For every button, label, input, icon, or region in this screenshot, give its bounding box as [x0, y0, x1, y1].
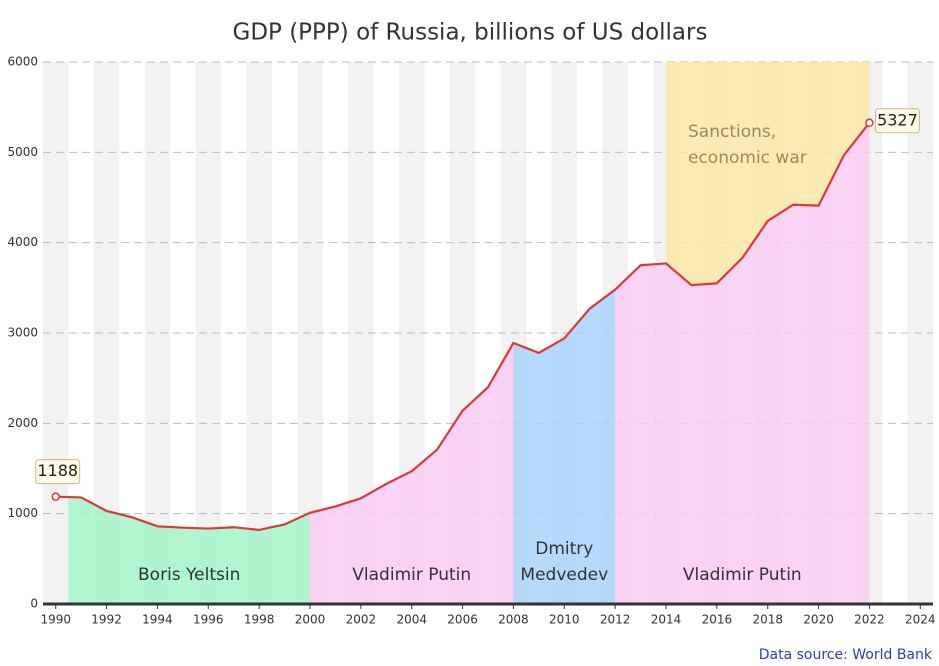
period-area: [68, 497, 310, 604]
x-tick-label: 1994: [142, 613, 173, 627]
period-label: Sanctions,: [688, 122, 776, 142]
x-tick-label: 1998: [244, 613, 275, 627]
gdp-line: [55, 122, 871, 532]
x-tick-label: 2010: [549, 613, 580, 627]
y-tick-label: 2000: [7, 416, 38, 430]
x-tick-label: 2000: [295, 613, 326, 627]
end-point: [865, 118, 874, 128]
x-tick-label: 2004: [396, 613, 427, 627]
x-tick-label: 2014: [651, 613, 682, 627]
value-label: 5327: [877, 110, 918, 129]
x-tick-label: 2024: [905, 613, 936, 627]
value-label: 1188: [37, 461, 78, 480]
y-tick-label: 1000: [7, 506, 38, 520]
period-label: Vladimir Putin: [352, 565, 471, 585]
x-tick-label: 2012: [600, 613, 631, 627]
x-tick-label: 2006: [447, 613, 478, 627]
chart-title: GDP (PPP) of Russia, billions of US doll…: [233, 20, 708, 46]
period-area: [513, 289, 616, 604]
period-label: Dmitry: [535, 539, 593, 559]
y-tick-label: 5000: [7, 145, 38, 159]
period-label: Boris Yeltsin: [138, 565, 240, 585]
x-tick-label: 1990: [40, 613, 71, 627]
period-area: [310, 342, 514, 604]
x-tick-label: 1996: [193, 613, 224, 627]
period-label: economic war: [688, 148, 807, 168]
x-tick-label: 2008: [498, 613, 529, 627]
period-area: [615, 122, 870, 604]
x-tick-label: 2016: [702, 613, 733, 627]
period-label: Vladimir Putin: [683, 565, 802, 585]
source-note: Data source: World Bank: [759, 647, 933, 663]
end-point: [51, 492, 60, 501]
x-tick-label: 2022: [854, 613, 885, 627]
x-tick-label: 2002: [346, 613, 377, 627]
x-tick-label: 2020: [803, 613, 834, 627]
x-tick-label: 1992: [91, 613, 122, 627]
y-tick-label: 4000: [7, 235, 38, 249]
x-tick-label: 2018: [752, 613, 783, 627]
value-label-box: [874, 108, 920, 134]
y-tick-label: 3000: [7, 326, 38, 340]
value-label-box: [35, 459, 81, 485]
period-area: [666, 62, 870, 286]
y-tick-label: 0: [30, 597, 38, 611]
period-label: Medvedev: [520, 565, 608, 585]
y-tick-label: 6000: [7, 55, 38, 69]
